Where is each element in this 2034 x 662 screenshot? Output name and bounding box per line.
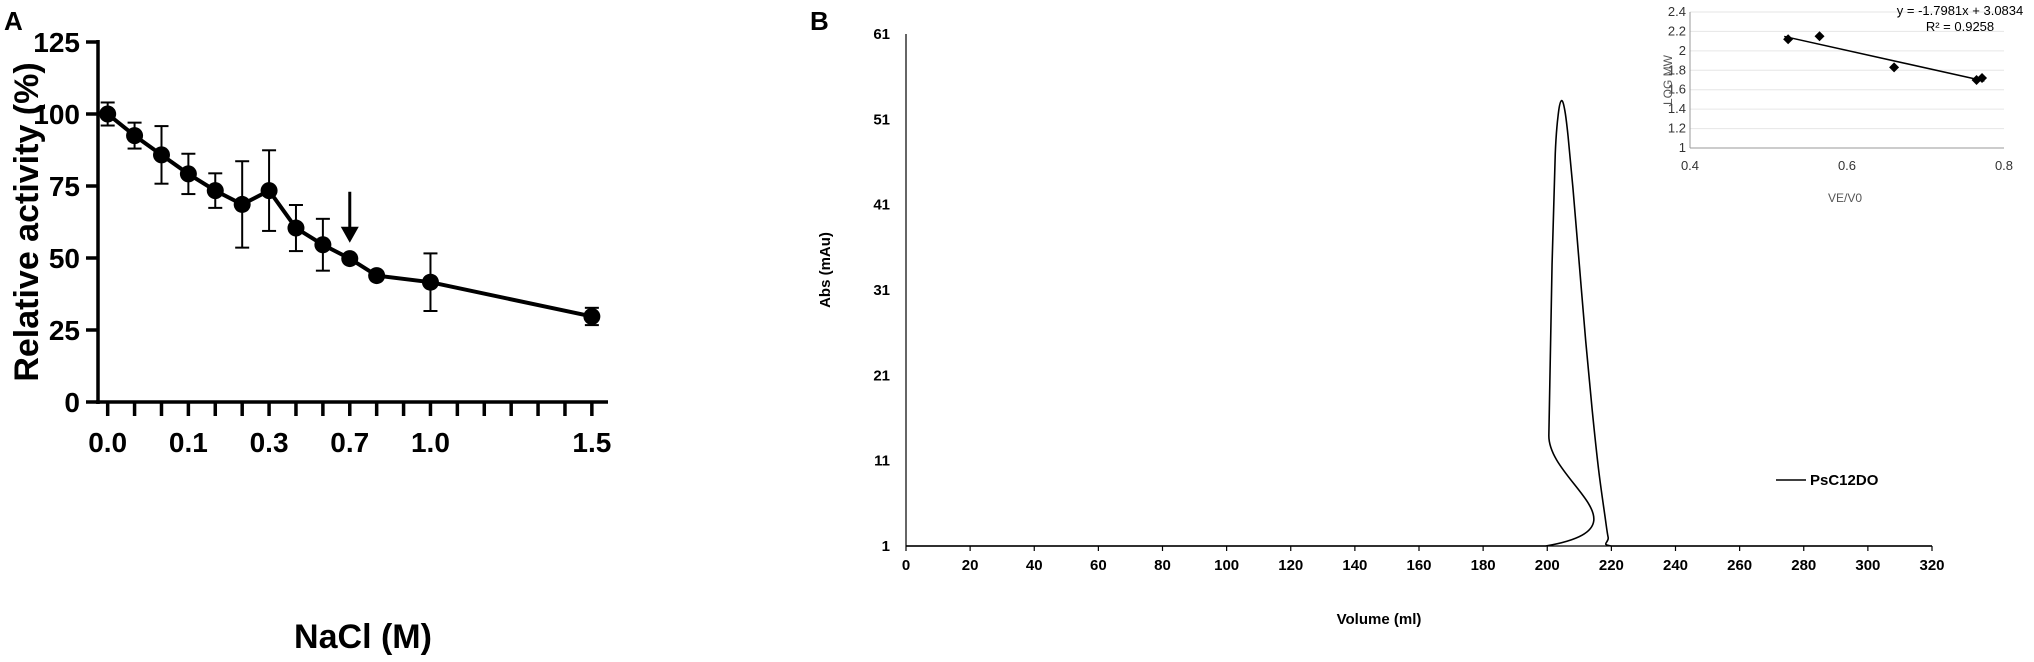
b-x-tick-label: 40: [1026, 557, 1043, 574]
b-x-tick-label: 240: [1663, 557, 1688, 574]
b-x-tick-label: 300: [1855, 557, 1880, 574]
inset-equation: y = -1.7981x + 3.0834: [1897, 3, 2023, 18]
b-x-tick-label: 60: [1090, 557, 1107, 574]
b-x-tick-label: 260: [1727, 557, 1752, 574]
a-x-tick-label: 1.0: [411, 427, 450, 458]
a-x-tick-label: 0.0: [88, 427, 127, 458]
a-x-axis-label: NaCl (M): [294, 618, 432, 656]
b-y-tick-label: 21: [873, 367, 890, 384]
a-y-tick-label: 125: [33, 27, 80, 58]
inset-y-tick-label: 1.2: [1668, 121, 1686, 136]
a-y-tick-label: 0: [64, 387, 80, 418]
a-data-point: [99, 105, 117, 123]
b-x-tick-label: 220: [1599, 557, 1624, 574]
b-x-tick-label: 320: [1919, 557, 1944, 574]
a-arrow-head: [340, 226, 359, 243]
b-x-tick-label: 200: [1535, 557, 1560, 574]
b-y-tick-label: 31: [873, 282, 890, 299]
b-y-tick-label: 11: [874, 453, 890, 470]
b-x-tick-label: 120: [1278, 557, 1303, 574]
inset-r-squared: R² = 0.9258: [1926, 19, 1994, 34]
a-x-tick-label: 0.3: [250, 427, 289, 458]
b-series-line: [906, 99, 1932, 547]
inset-y-tick-label: 1.8: [1668, 62, 1686, 77]
b-x-tick-label: 100: [1214, 557, 1239, 574]
b-legend: PsC12DO: [1776, 472, 1879, 489]
inset-y-tick-label: 2.2: [1668, 23, 1686, 38]
a-data-point: [314, 236, 332, 254]
a-y-tick-label: 50: [49, 243, 80, 274]
a-y-tick-label: 100: [33, 99, 80, 130]
b-x-tick-label: 160: [1406, 557, 1431, 574]
a-data-point: [583, 307, 601, 325]
a-x-tick-label: 1.5: [572, 427, 611, 458]
inset-x-tick-label: 0.6: [1838, 158, 1856, 173]
b-y-tick-label: 51: [873, 111, 890, 128]
inset-data-point: [1814, 31, 1825, 42]
panel-a-label: A: [4, 6, 23, 36]
a-data-point: [368, 267, 386, 285]
b-x-axis-label: Volume (ml): [1337, 611, 1422, 628]
inset-y-axis-label: LOG MW: [1661, 54, 1675, 105]
b-x-tick-label: 80: [1154, 557, 1171, 574]
panel-a: A 0 25 50 75 100 125 0.0 0.1 0.3 0.7 1.0 1.5 Relat…: [4, 6, 611, 656]
a-x-tick-label: 0.1: [169, 427, 208, 458]
b-x-tick-label: 280: [1791, 557, 1816, 574]
inset-y-tick-label: 2: [1679, 43, 1686, 58]
a-data-point: [179, 165, 197, 183]
a-data-point: [206, 182, 224, 200]
a-x-tick-label: 0.7: [330, 427, 369, 458]
b-y-tick-label: 61: [873, 26, 890, 43]
inset-y-tick-label: 1.4: [1668, 101, 1686, 116]
a-data-point: [260, 182, 278, 200]
inset-data-point: [1977, 73, 1988, 84]
inset-y-tick-label: 2.4: [1668, 4, 1686, 19]
b-y-tick-label: 1: [882, 538, 890, 555]
a-data-point: [341, 250, 359, 268]
b-x-tick-label: 0: [902, 557, 910, 574]
a-data-point: [287, 219, 305, 237]
a-data-point: [126, 127, 144, 145]
inset-data-point: [1783, 34, 1794, 45]
b-y-axis-label: Abs (mAu): [817, 232, 834, 308]
a-y-axis-label: Relative activity (%): [8, 62, 46, 381]
b-x-tick-label: 180: [1471, 557, 1496, 574]
b-x-tick-label: 140: [1342, 557, 1367, 574]
inset-fit-line: [1784, 35, 1985, 82]
b-x-tick-label: 20: [962, 557, 979, 574]
a-y-tick-label: 75: [49, 171, 80, 202]
a-data-point: [152, 146, 170, 164]
b-inset-calibration: 1 1.2 1.4 1.6 1.8 2 2.2 2.4 0.4 0.6 0.8 y = -1.79…: [1661, 3, 2023, 205]
a-data-point: [233, 195, 251, 213]
b-legend-entry: PsC12DO: [1810, 472, 1879, 489]
inset-y-tick-label: 1.6: [1668, 82, 1686, 97]
b-y-tick-label: 41: [873, 197, 890, 214]
inset-y-tick-label: 1: [1679, 140, 1686, 155]
inset-x-axis-label: VE/V0: [1828, 191, 1862, 205]
inset-data-point: [1889, 62, 1900, 73]
a-y-tick-label: 25: [49, 315, 80, 346]
panel-b-label: B: [810, 6, 829, 36]
inset-x-tick-label: 0.8: [1995, 158, 2013, 173]
inset-x-tick-label: 0.4: [1681, 158, 1699, 173]
a-data-point: [421, 273, 439, 291]
